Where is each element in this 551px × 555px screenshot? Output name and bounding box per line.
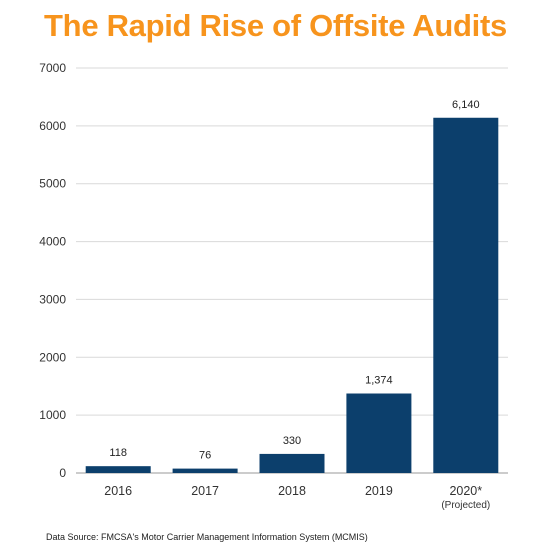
x-tick-sublabel: (Projected): [441, 500, 490, 511]
y-tick-label: 7000: [39, 61, 66, 75]
x-tick-label: 2016: [104, 484, 132, 498]
bar-2019: [346, 393, 412, 473]
y-tick-label: 2000: [39, 350, 66, 364]
y-tick-label: 6000: [39, 119, 66, 133]
y-tick-label: 5000: [39, 177, 66, 191]
x-tick-label: 2019: [365, 484, 393, 498]
bar-2018: [259, 453, 325, 473]
y-tick-label: 3000: [39, 292, 66, 306]
x-tick-label: 2018: [278, 484, 306, 498]
data-label: 1,374: [365, 375, 393, 387]
y-tick-label: 0: [59, 466, 66, 480]
data-label: 76: [199, 450, 211, 462]
data-label: 6,140: [452, 99, 480, 111]
y-tick-label: 4000: [39, 235, 66, 249]
y-tick-label: 1000: [39, 408, 66, 422]
x-tick-label: 2020*: [449, 484, 482, 498]
bar-2016: [85, 466, 151, 473]
bar-2017: [172, 468, 238, 473]
x-axis-ticks: 2016 2017 2018 2019 2020* (Projected): [104, 484, 490, 511]
data-source-note: Data Source: FMCSA's Motor Carrier Manag…: [46, 532, 368, 542]
bar-2020: [433, 117, 499, 473]
y-axis-ticks: 0 1000 2000 3000 4000 5000 6000 7000: [39, 61, 66, 480]
data-labels: 118 76 330 1,374 6,140: [109, 99, 479, 462]
x-tick-label: 2017: [191, 484, 219, 498]
chart-title: The Rapid Rise of Offsite Audits: [44, 8, 507, 43]
data-label: 330: [283, 435, 301, 447]
data-label: 118: [109, 447, 127, 459]
bars: [85, 117, 499, 473]
